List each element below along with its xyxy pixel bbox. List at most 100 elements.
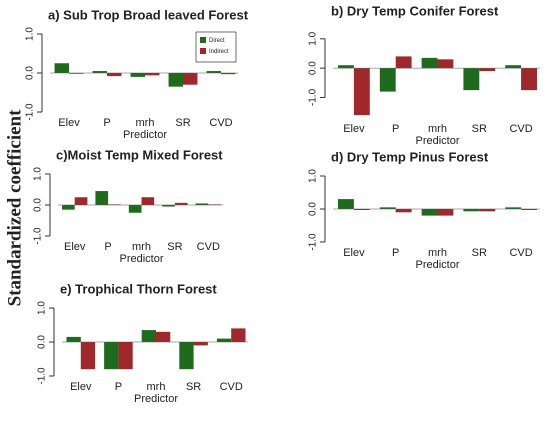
bar	[479, 68, 496, 72]
bar	[505, 207, 522, 209]
bar	[128, 205, 142, 213]
bar	[141, 330, 156, 342]
y-tick-label: -1.0	[25, 103, 36, 121]
x-tick-label: SR	[175, 117, 190, 129]
y-tick-label: -1.0	[308, 233, 319, 251]
y-tick-label: -1.0	[37, 367, 48, 385]
x-tick-label: P	[115, 381, 122, 393]
x-tick-label: mrh	[132, 241, 151, 253]
bar	[108, 204, 121, 205]
bar	[353, 209, 370, 210]
y-tick-label: 0.0	[37, 335, 48, 349]
x-tick-label: Elev	[343, 247, 365, 259]
panel-title: a) Sub Trop Broad leaved Forest	[48, 7, 249, 22]
x-tick-label: CVD	[509, 247, 532, 259]
panel-title: b) Dry Temp Conifer Forest	[331, 3, 499, 18]
bar	[66, 336, 81, 342]
bar	[162, 205, 175, 207]
bar	[505, 65, 522, 69]
bar	[437, 209, 454, 216]
y-tick-label: 1.0	[33, 167, 44, 181]
bar	[353, 68, 370, 116]
x-axis-label: Predictor	[134, 393, 178, 405]
x-tick-label: Elev	[64, 241, 86, 253]
y-tick-label: 1.0	[25, 27, 36, 41]
x-tick-label: SR	[186, 381, 201, 393]
x-axis-label: Predictor	[415, 135, 459, 147]
bar	[141, 197, 155, 205]
x-tick-label: SR	[167, 241, 182, 253]
bar	[69, 73, 84, 74]
shared-y-label: Standardized coefficient	[4, 109, 25, 307]
bar	[479, 209, 496, 212]
x-tick-label: CVD	[220, 381, 243, 393]
x-tick-label: P	[103, 117, 110, 129]
bar	[437, 59, 454, 69]
x-tick-label: SR	[472, 247, 487, 259]
bar	[395, 56, 412, 69]
bar	[95, 191, 109, 205]
y-tick-label: 0.0	[308, 202, 319, 216]
y-tick-label: -1.0	[33, 227, 44, 245]
x-tick-label: CVD	[509, 123, 532, 135]
bar	[54, 63, 69, 73]
bar	[395, 209, 412, 213]
bar	[421, 57, 438, 69]
panel-title: c)Moist Temp Mixed Forest	[56, 147, 223, 162]
bar	[379, 68, 396, 92]
legend-swatch	[200, 37, 206, 43]
x-tick-label: mrh	[428, 247, 447, 259]
y-tick-label: 1.0	[37, 301, 48, 315]
legend-label: Indirect	[209, 49, 229, 55]
legend-swatch	[200, 48, 206, 54]
bar	[208, 204, 221, 205]
bar	[183, 73, 198, 85]
y-tick-label: 1.0	[308, 169, 319, 183]
bar	[168, 73, 183, 87]
bar	[118, 342, 133, 370]
x-tick-label: SR	[472, 123, 487, 135]
bar	[231, 328, 246, 342]
bar	[463, 209, 480, 212]
bar	[221, 73, 236, 75]
bar	[521, 68, 537, 91]
bar	[156, 331, 171, 342]
x-tick-label: mrh	[428, 123, 447, 135]
panel: c)Moist Temp Mixed Forest -1.0 0.0 1.0 Elev P…	[33, 147, 224, 265]
x-axis-label: Predictor	[415, 259, 459, 271]
bar	[206, 71, 221, 73]
y-tick-label: 0.0	[308, 61, 319, 75]
y-tick-label: -1.0	[308, 88, 319, 106]
x-tick-label: CVD	[209, 117, 232, 129]
bar	[130, 73, 145, 77]
legend-label: Direct	[209, 38, 225, 44]
x-tick-label: P	[104, 241, 111, 253]
bar	[193, 342, 208, 346]
x-tick-label: Elev	[343, 123, 365, 135]
x-tick-label: mrh	[147, 381, 166, 393]
panel: a) Sub Trop Broad leaved Forest -1.0 0.0 1.…	[25, 7, 249, 140]
x-tick-label: P	[392, 247, 399, 259]
x-tick-label: Elev	[70, 381, 92, 393]
bar	[174, 202, 188, 205]
bar	[107, 73, 122, 77]
x-tick-label: mrh	[136, 117, 155, 129]
x-axis-label: Predictor	[123, 129, 167, 141]
bar	[104, 342, 119, 370]
bar	[463, 68, 480, 91]
bar	[195, 203, 209, 205]
y-tick-label: 1.0	[308, 31, 319, 45]
panel-title: e) Trophical Thorn Forest	[60, 281, 217, 296]
x-tick-label: P	[392, 123, 399, 135]
bar	[62, 205, 75, 210]
bar	[338, 199, 354, 209]
bar	[92, 71, 107, 73]
panel: b) Dry Temp Conifer Forest -1.0 0.0 1.0 Elev…	[308, 3, 540, 147]
bar	[179, 342, 194, 370]
y-tick-label: 0.0	[25, 66, 36, 80]
x-tick-label: CVD	[197, 241, 220, 253]
legend-box	[195, 31, 237, 63]
bar	[421, 209, 438, 216]
